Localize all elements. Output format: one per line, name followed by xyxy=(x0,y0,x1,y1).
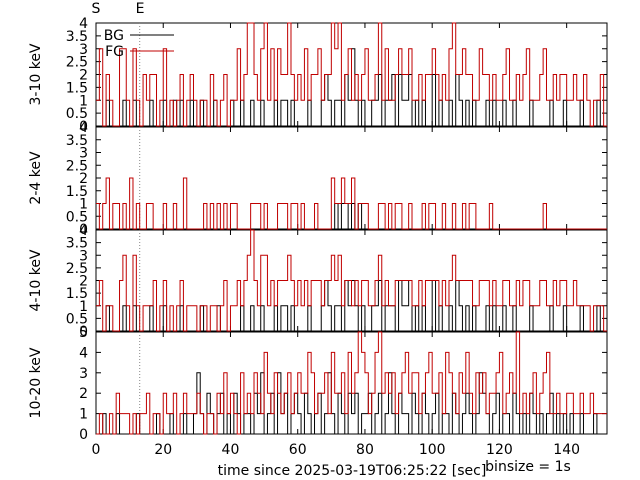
y-tick-label: 2 xyxy=(79,68,88,84)
y-tick-label: 1 xyxy=(79,407,88,423)
y-tick-label: 1.5 xyxy=(66,184,88,200)
series-fg-line xyxy=(96,331,607,435)
y-tick-label: 0 xyxy=(79,119,88,135)
y-tick-label: 1 xyxy=(79,197,88,213)
y-tick-label: 2 xyxy=(79,386,88,402)
y-tick-label: 0.5 xyxy=(66,209,88,225)
start-marker-label: S xyxy=(92,1,101,17)
x-tick-label: 140 xyxy=(553,442,580,458)
y-axis-title: 2-4 keV xyxy=(28,151,44,205)
x-tick-label: 100 xyxy=(419,442,446,458)
y-tick-label: 1.5 xyxy=(66,286,88,302)
x-axis-title: time since 2025-03-19T06:25:22 [sec] xyxy=(218,463,487,479)
y-tick-label: 4 xyxy=(79,223,88,239)
legend: BG FG xyxy=(104,28,174,60)
x-tick-label: 120 xyxy=(486,442,513,458)
end-marker-label: E xyxy=(136,1,145,17)
y-tick-label: 0.5 xyxy=(66,311,88,327)
y-tick-label: 2 xyxy=(79,274,88,290)
y-tick-label: 0.5 xyxy=(66,106,88,122)
x-tick-label: 60 xyxy=(289,442,307,458)
series-bg-line xyxy=(96,280,607,332)
panel-2: 00.511.522.533.542-4 keV xyxy=(28,120,608,238)
panel-3: 00.511.522.533.544-10 keV xyxy=(28,223,608,340)
y-tick-label: 3 xyxy=(79,248,88,264)
y-tick-label: 0 xyxy=(79,324,88,340)
series-fg-line xyxy=(96,177,607,230)
panel-frame xyxy=(95,331,608,435)
series-bg-line xyxy=(96,203,607,230)
y-tick-label: 1 xyxy=(79,93,88,109)
y-tick-label: 3.5 xyxy=(66,29,88,45)
x-tick-label: 80 xyxy=(356,442,374,458)
y-tick-label: 1 xyxy=(79,299,88,315)
legend-label-fg: FG xyxy=(105,44,124,60)
panel-1: 00.511.522.533.543-10 keV xyxy=(28,16,608,135)
y-tick-label: 3.5 xyxy=(66,236,88,252)
y-tick-label: 0 xyxy=(79,427,88,443)
y-axis-title: 10-20 keV xyxy=(28,347,44,418)
y-tick-label: 3 xyxy=(79,146,88,162)
x-tick-label: 0 xyxy=(92,442,101,458)
panel-4: 0 1 2 3 4 5 10-20 keV xyxy=(28,325,608,443)
y-tick-label: 1.5 xyxy=(66,80,88,96)
y-tick-label: 3 xyxy=(79,366,88,382)
y-tick-label: 0 xyxy=(79,222,88,238)
y-tick-label: 4 xyxy=(79,345,88,361)
y-tick-label: 5 xyxy=(79,325,88,341)
x-tick-label: 40 xyxy=(222,442,240,458)
legend-label-bg: BG xyxy=(104,28,124,44)
y-axis-title: 3-10 keV xyxy=(28,43,44,105)
y-tick-label: 2 xyxy=(79,171,88,187)
y-tick-label: 3.5 xyxy=(66,133,88,149)
y-tick-label: 3 xyxy=(79,42,88,58)
y-tick-label: 2.5 xyxy=(66,261,88,277)
y-tick-label: 2.5 xyxy=(66,55,88,71)
y-tick-label: 4 xyxy=(79,120,88,136)
y-tick-label: 4 xyxy=(79,16,88,32)
series-fg-line xyxy=(96,22,607,127)
y-axis-title: 4-10 keV xyxy=(28,249,44,311)
series-fg-line xyxy=(96,229,607,332)
x-tick-label: 20 xyxy=(154,442,172,458)
y-tick-label: 2.5 xyxy=(66,158,88,174)
binsize-label: binsize = 1s xyxy=(485,459,571,475)
